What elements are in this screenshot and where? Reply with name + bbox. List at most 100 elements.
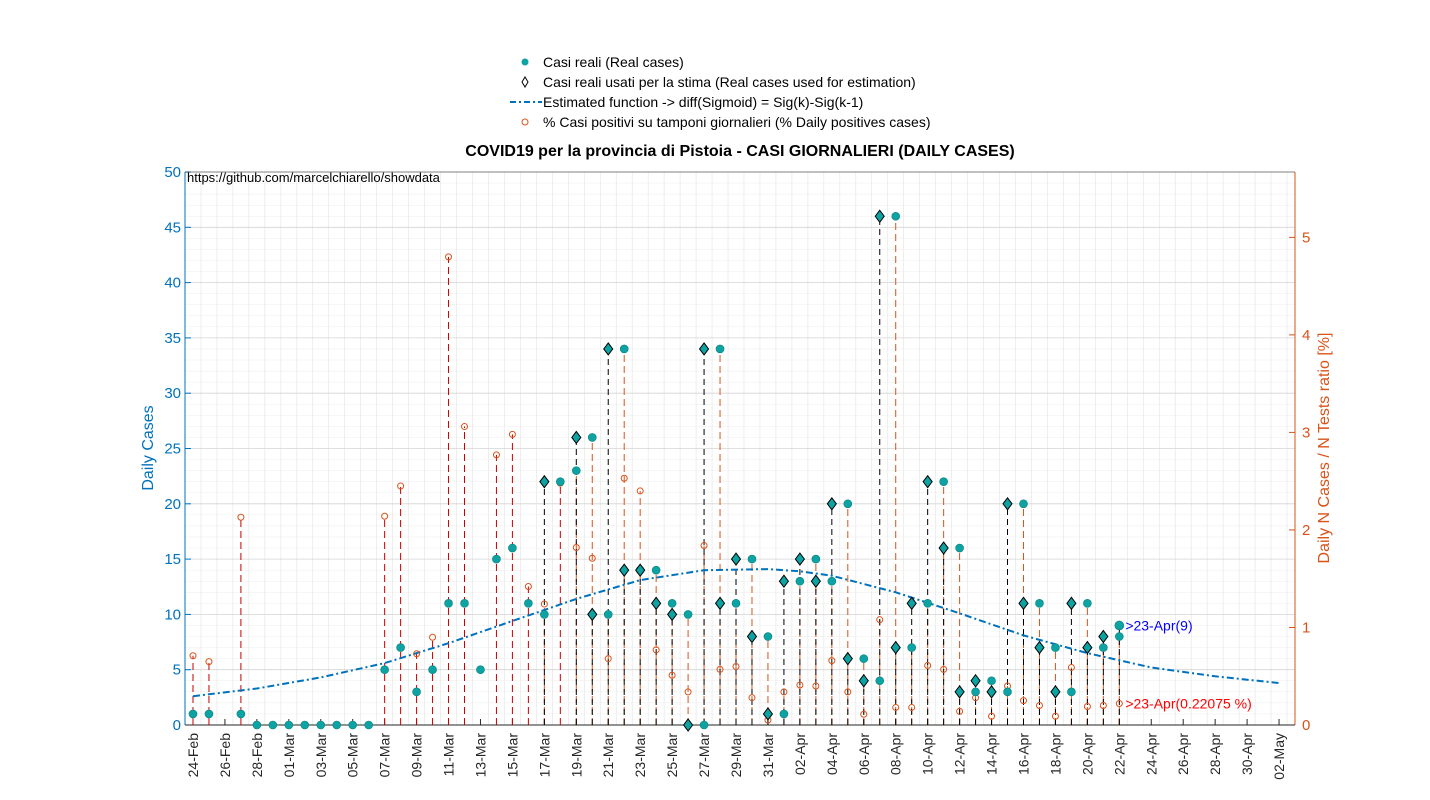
real-case-marker [747,554,757,564]
real-case-marker [859,654,869,663]
ratio-marker [716,665,724,673]
x-tick-label: 12-Apr [952,733,968,775]
estimation-diamond-marker [635,563,646,577]
ratio-marker [732,662,740,670]
ratio-marker [812,682,820,690]
ratio-marker [940,665,948,673]
real-case-marker [492,554,501,564]
x-tick-label: 01-Mar [281,733,297,778]
left-tick-label: 5 [173,662,181,679]
filled-circle-icon [521,58,529,66]
x-tick-label: 06-Apr [856,733,872,775]
real-case-marker [428,665,437,675]
ratio-marker [413,650,421,658]
ratio-marker [844,688,852,696]
ratio-marker [892,703,900,711]
real-case-marker [508,543,517,553]
ratio-marker [988,712,996,720]
real-case-marker [603,610,613,619]
left-tick-label: 0 [173,717,181,734]
real-case-marker [763,632,773,641]
x-tick-label: 17-Mar [536,733,552,778]
estimation-diamond-marker [746,629,758,644]
estimation-diamond-marker [826,496,837,511]
ratio-marker [636,487,644,495]
real-case-marker [188,709,198,719]
estimation-diamond-marker [970,673,981,688]
x-tick-label: 13-Mar [472,733,488,778]
legend-entry-estimation-cases: Casi reali usati per la stima (Real case… [508,72,978,92]
ratio-marker [524,583,532,591]
x-tick-label: 03-Mar [313,733,329,778]
ratio-marker [1019,697,1027,705]
real-case-marker [779,709,789,719]
estimation-diamond-marker [571,430,582,445]
estimation-diamond-marker [587,607,598,622]
diamond-icon [521,76,529,88]
ratio-annotation: >23-Apr(0.22075 %) [1125,696,1251,712]
x-tick-label: 11-Mar [441,733,457,777]
left-tick-label: 25 [164,441,181,458]
ratio-marker [397,482,405,490]
estimation-diamond-marker [539,474,550,489]
real-case-marker [827,576,837,586]
real-case-marker [364,720,373,730]
watermark-url: https://github.com/marcelchiarello/showd… [187,170,440,185]
x-tick-label: 25-Mar [664,733,680,778]
right-tick-label: 0 [1302,717,1310,734]
x-tick-label: 30-Apr [1239,733,1255,775]
real-case-marker [715,344,725,354]
estimation-diamond-marker [762,707,774,721]
left-tick-label: 30 [164,385,181,402]
ratio-marker [956,707,964,715]
forecast-marker [1114,620,1125,631]
left-tick-label: 10 [164,606,181,623]
estimation-diamond-marker [954,684,965,699]
real-case-marker [476,665,485,675]
x-tick-label: 24-Apr [1143,733,1159,775]
real-case-marker [268,720,278,730]
ratio-marker [652,646,660,654]
estimation-diamond-marker [1098,629,1109,644]
estimation-diamond-marker [890,640,901,655]
estimation-diamond-marker [1018,596,1029,611]
estimation-diamond-marker [603,342,614,356]
ratio-marker [429,633,437,641]
estimation-diamond-marker [858,673,869,688]
x-tick-label: 26-Apr [1175,733,1191,775]
real-case-marker [795,576,805,586]
estimation-diamond-marker [810,574,821,589]
estimation-diamond-marker [922,474,933,489]
real-case-marker [971,687,980,697]
ratio-marker [460,423,468,431]
estimation-diamond-marker [1066,596,1077,611]
real-case-marker [332,720,342,730]
ratio-marker [1067,663,1075,671]
real-case-marker [380,665,389,675]
real-case-marker [556,477,565,486]
x-tick-label: 18-Apr [1047,733,1063,775]
legend-label-estimation-cases: Casi reali usati per la stima (Real case… [543,74,916,90]
chart-title: COVID19 per la provincia di Pistoia - CA… [465,143,1015,160]
x-tick-label: 05-Mar [345,733,361,778]
left-tick-label: 50 [164,164,181,181]
real-case-marker [300,720,310,730]
x-tick-label: 10-Apr [920,733,936,775]
x-tick-label: 23-Mar [632,733,648,778]
right-tick-label: 2 [1302,522,1310,539]
estimation-diamond-marker [1034,640,1045,655]
ratio-marker [205,658,213,666]
real-case-marker [923,599,932,608]
x-tick-label: 22-Apr [1111,733,1127,775]
legend: Casi reali (Real cases) Casi reali usati… [508,52,978,134]
real-case-marker [667,599,677,608]
ratio-marker [668,671,676,679]
real-case-marker [987,676,996,686]
x-tick-label: 16-Apr [1015,733,1031,775]
real-case-marker [683,610,693,619]
real-case-marker [875,676,885,686]
real-case-marker [1051,643,1060,652]
x-tick-label: 08-Apr [888,733,904,775]
estimation-diamond-marker [698,342,710,356]
ratio-marker [780,688,788,696]
